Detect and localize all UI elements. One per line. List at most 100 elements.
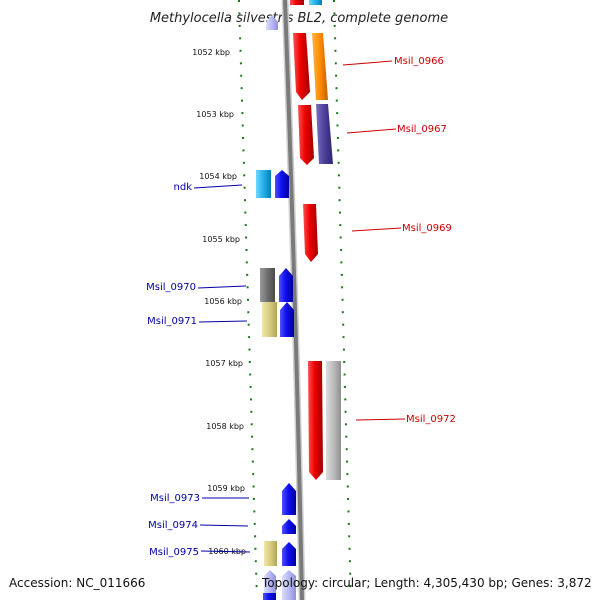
- ruler-tick: [247, 298, 249, 301]
- gene-msil-0971[interactable]: [280, 302, 294, 337]
- ruler-tick: [339, 211, 341, 214]
- gene-msil-0967-cog[interactable]: [316, 104, 333, 164]
- reverse-gene-labels: ndk Msil_0970 Msil_0971 Msil_0973 Msil_0…: [146, 182, 251, 558]
- kbp-label: 1058 kbp: [206, 422, 244, 431]
- ruler-tick: [339, 224, 342, 227]
- map-title: Methylocella silvestris BL2, complete ge…: [150, 11, 448, 26]
- gene-partial-bottom-blue[interactable]: [263, 593, 276, 600]
- ruler-tick: [333, 12, 336, 15]
- label-ndk[interactable]: ndk: [174, 182, 193, 193]
- ruler-tick: [349, 585, 352, 588]
- ruler-tick: [250, 398, 252, 401]
- genome-backbone: [283, 0, 304, 600]
- gene-ndk-cog[interactable]: [256, 170, 271, 198]
- ruler-tick: [254, 547, 257, 550]
- genome-stats-text: Topology: circular; Length: 4,305,430 bp…: [261, 576, 592, 590]
- ruler-tick: [341, 298, 344, 301]
- kbp-label: 1055 kbp: [202, 235, 240, 244]
- ruler-tick: [337, 149, 340, 152]
- kbp-scale: 1052 kbp 1053 kbp 1054 kbp 1055 kbp 1056…: [192, 48, 246, 556]
- ruler-tick: [250, 423, 253, 426]
- ruler-tick: [348, 535, 351, 538]
- ruler-tick: [345, 448, 348, 451]
- kbp-label: 1056 kbp: [204, 297, 242, 306]
- ruler-tick: [342, 336, 345, 339]
- ruler-tick: [340, 261, 343, 264]
- ruler-tick: [255, 585, 258, 588]
- tick-rulers: [238, 0, 352, 588]
- ruler-tick: [334, 62, 337, 65]
- leader-line: [355, 418, 406, 421]
- gene-msil-0971-cog[interactable]: [262, 302, 277, 337]
- gene-msil-0970[interactable]: [279, 268, 293, 302]
- ruler-tick: [339, 236, 342, 239]
- ruler-tick: [347, 498, 350, 500]
- gene-ndk[interactable]: [275, 170, 289, 198]
- ruler-tick: [246, 273, 249, 276]
- gene-msil-0969[interactable]: [303, 204, 318, 262]
- gene-msil-0966[interactable]: [293, 33, 310, 100]
- gene-msil-0975[interactable]: [282, 542, 296, 566]
- gene-msil-0966-cog[interactable]: [312, 33, 328, 100]
- ruler-tick: [243, 186, 246, 189]
- ruler-tick: [345, 423, 347, 426]
- ruler-tick: [244, 224, 247, 227]
- ruler-tick: [255, 572, 258, 575]
- ruler-tick: [238, 12, 241, 15]
- gene-partial-top[interactable]: [290, 0, 304, 5]
- gene-msil-0972[interactable]: [308, 361, 323, 480]
- gene-msil-0970-cog[interactable]: [260, 268, 275, 302]
- ruler-tick: [343, 385, 346, 388]
- label-msil-0969[interactable]: Msil_0969: [402, 223, 452, 234]
- gene-msil-0975-cog[interactable]: [264, 541, 277, 566]
- gene-msil-0972-cog[interactable]: [326, 361, 341, 480]
- label-msil-0967[interactable]: Msil_0967: [397, 124, 447, 135]
- ruler-tick: [239, 37, 242, 40]
- ruler-tick: [247, 323, 250, 326]
- leader-line: [200, 550, 251, 553]
- gene-msil-0967[interactable]: [298, 105, 314, 165]
- ruler-tick: [241, 124, 244, 127]
- ruler-tick: [241, 99, 243, 102]
- label-msil-0975[interactable]: Msil_0975: [149, 547, 199, 558]
- ruler-tick: [252, 498, 255, 500]
- gene-partial-bottom[interactable]: [282, 570, 296, 600]
- gene-msil-0974[interactable]: [282, 519, 296, 534]
- ruler-tick: [346, 460, 349, 463]
- ruler-tick: [250, 410, 253, 413]
- ruler-tick: [238, 24, 241, 27]
- label-msil-0974[interactable]: Msil_0974: [148, 520, 198, 531]
- ruler-tick: [337, 161, 340, 164]
- gene-partial-bottom-lavender[interactable]: [264, 570, 276, 600]
- label-msil-0973[interactable]: Msil_0973: [150, 493, 200, 504]
- label-msil-0970[interactable]: Msil_0970: [146, 282, 196, 293]
- ruler-tick: [335, 99, 338, 102]
- ruler-tick: [245, 261, 248, 264]
- ruler-tick: [245, 236, 248, 239]
- ruler-tick: [341, 311, 344, 314]
- ruler-tick: [347, 510, 350, 513]
- kbp-label: 1052 kbp: [192, 48, 230, 57]
- ruler-tick: [242, 161, 245, 164]
- ruler-tick: [338, 186, 341, 189]
- label-msil-0966[interactable]: Msil_0966: [394, 56, 444, 67]
- ruler-tick: [251, 435, 254, 438]
- ruler-tick: [244, 211, 247, 214]
- ruler-tick: [336, 137, 339, 139]
- ruler-tick: [247, 311, 250, 314]
- ruler-tick: [239, 62, 242, 65]
- ruler-tick: [334, 37, 337, 40]
- leader-line: [342, 60, 393, 66]
- gene-msil-0973[interactable]: [282, 483, 296, 515]
- leader-line: [198, 320, 248, 323]
- gene-partial-lavender[interactable]: [266, 15, 278, 30]
- ruler-tick: [336, 112, 339, 115]
- label-msil-0972[interactable]: Msil_0972: [406, 414, 456, 425]
- ruler-tick: [343, 373, 346, 376]
- ruler-tick: [346, 485, 349, 488]
- ruler-tick: [244, 199, 246, 202]
- gene-partial-top-cyan[interactable]: [309, 0, 322, 5]
- label-msil-0971[interactable]: Msil_0971: [147, 316, 197, 327]
